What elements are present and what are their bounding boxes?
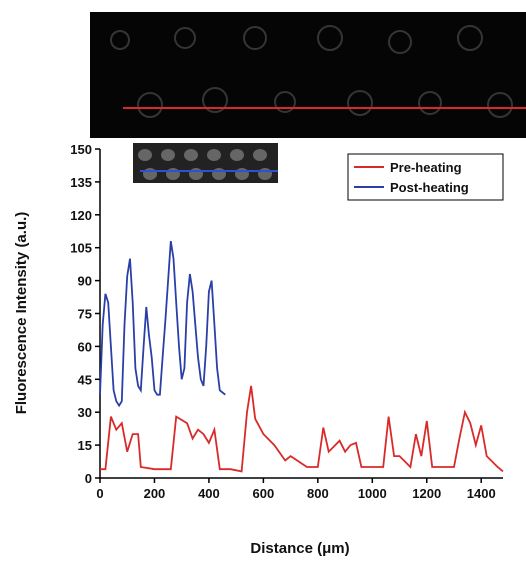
y-tick-label: 60: [78, 339, 92, 354]
y-tick-label: 15: [78, 438, 92, 453]
legend-label: Post-heating: [390, 180, 469, 195]
x-tick-label: 600: [253, 486, 275, 501]
x-tick-label: 1200: [412, 486, 441, 501]
x-tick-label: 800: [307, 486, 329, 501]
inset-image: [133, 143, 278, 183]
y-tick-label: 135: [70, 175, 92, 190]
cells: [110, 25, 513, 118]
micrograph: [90, 12, 526, 138]
y-tick-label: 150: [70, 142, 92, 157]
y-tick-label: 105: [70, 241, 92, 256]
y-tick-label: 120: [70, 208, 92, 223]
legend-label: Pre-heating: [390, 160, 462, 175]
y-tick-label: 90: [78, 274, 92, 289]
x-tick-label: 0: [96, 486, 103, 501]
y-tick-label: 0: [85, 471, 92, 486]
x-axis-label: Distance (μm): [250, 540, 349, 557]
legend-box: [347, 153, 504, 201]
x-tick-label: 1400: [467, 486, 496, 501]
y-tick-label: 45: [78, 372, 92, 387]
series-line: [100, 385, 504, 473]
series-line: [99, 240, 226, 408]
y-tick-label: 30: [78, 405, 92, 420]
x-tick-label: 200: [144, 486, 166, 501]
y-tick-label: 75: [78, 307, 92, 322]
x-tick-label: 1000: [358, 486, 387, 501]
x-tick-label: 400: [198, 486, 220, 501]
y-axis-label: Fluorescence Intensity (a.u.): [13, 212, 30, 415]
